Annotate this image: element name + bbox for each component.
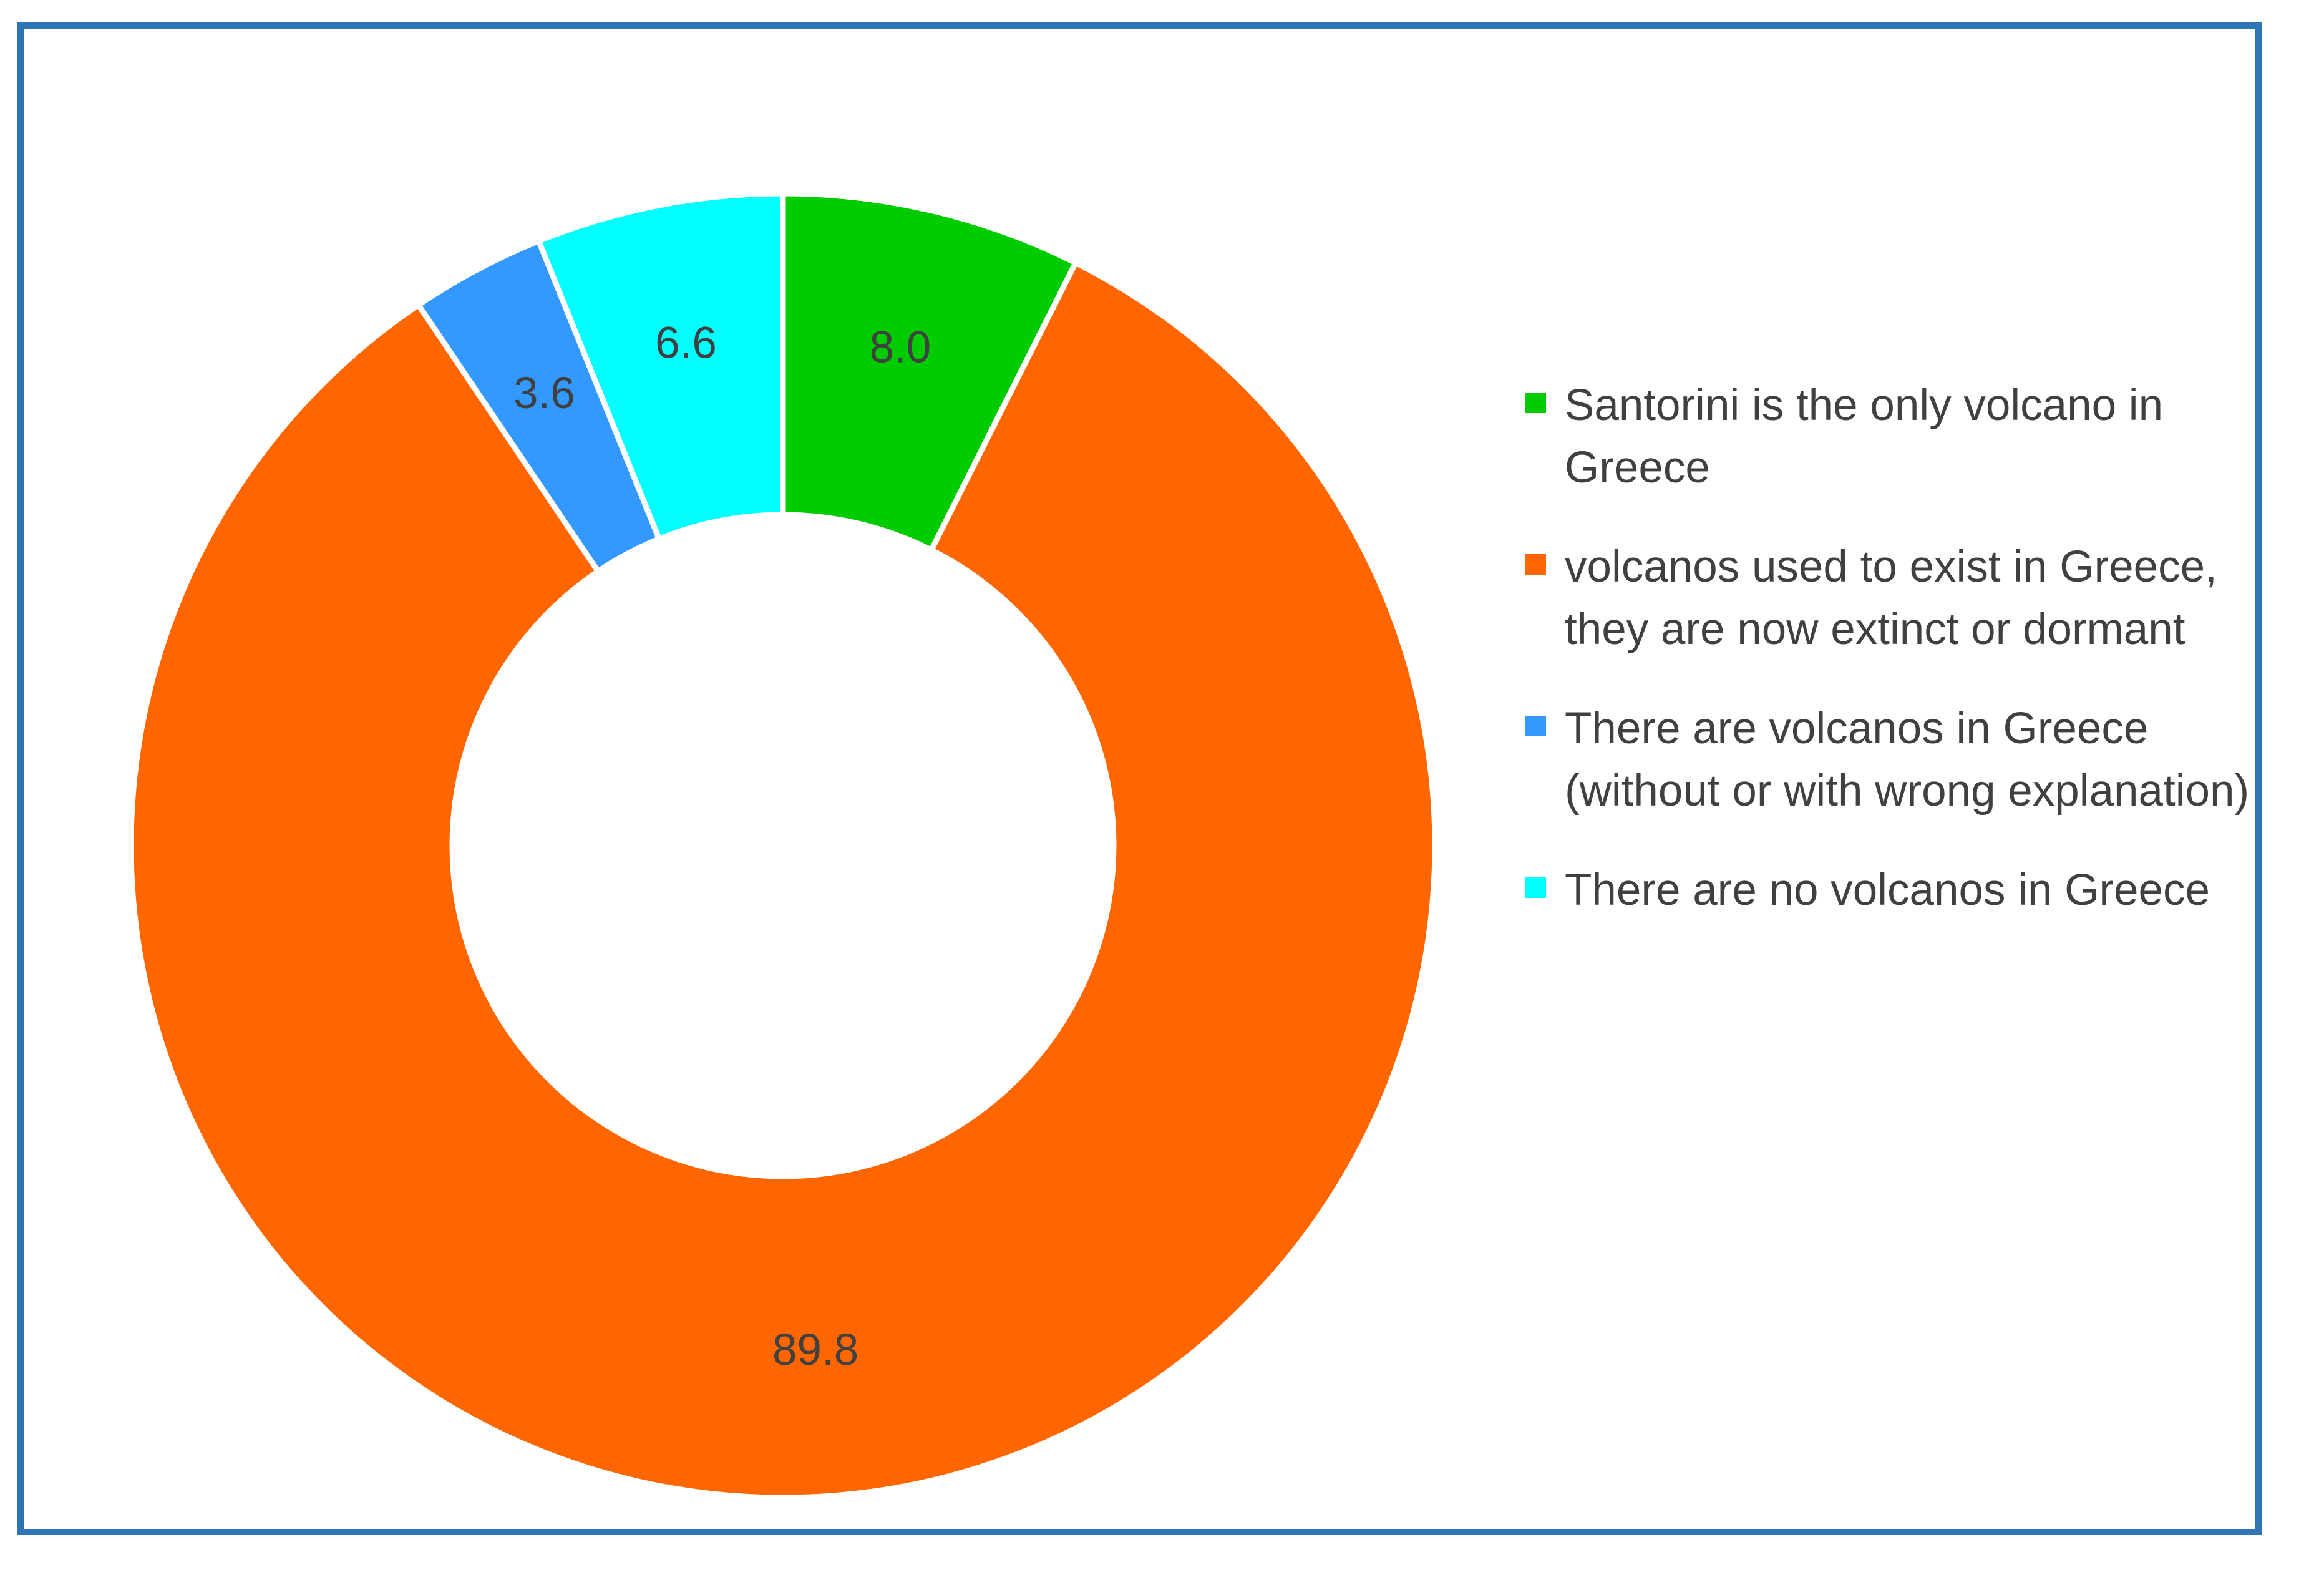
slice-labels: 8.0 89.8 3.6 6.6 bbox=[513, 319, 931, 1375]
legend-label: Santorini is the only volcano in Greece bbox=[1565, 381, 2164, 492]
legend: Santorini is the only volcano in Greece … bbox=[1525, 374, 2274, 958]
legend-swatch bbox=[1525, 554, 1546, 575]
legend-label: volcanos used to exist in Greece, they a… bbox=[1565, 542, 2217, 654]
legend-label: There are volcanos in Greece (without or… bbox=[1565, 704, 2250, 816]
legend-item-santorini-only: Santorini is the only volcano in Greece bbox=[1525, 374, 2274, 499]
legend-item-volcanos-wrong-explanation: There are volcanos in Greece (without or… bbox=[1525, 698, 2274, 822]
legend-label: There are no volcanos in Greece bbox=[1565, 866, 2210, 915]
slice-value-label-1: 89.8 bbox=[772, 1325, 858, 1375]
slice-value-label-0: 8.0 bbox=[870, 323, 931, 373]
donut-slice-1 bbox=[128, 259, 1438, 1501]
legend-swatch bbox=[1525, 716, 1546, 736]
slice-value-label-3: 6.6 bbox=[655, 319, 717, 368]
donut-slice-0 bbox=[780, 190, 1080, 554]
legend-item-extinct-or-dormant: volcanos used to exist in Greece, they a… bbox=[1525, 536, 2274, 661]
legend-swatch bbox=[1525, 393, 1546, 413]
legend-swatch bbox=[1525, 877, 1546, 898]
donut-slice-3 bbox=[535, 190, 786, 543]
donut-slices bbox=[128, 190, 1438, 1501]
slice-value-label-2: 3.6 bbox=[513, 369, 575, 418]
legend-item-no-volcanos: There are no volcanos in Greece bbox=[1525, 859, 2274, 922]
